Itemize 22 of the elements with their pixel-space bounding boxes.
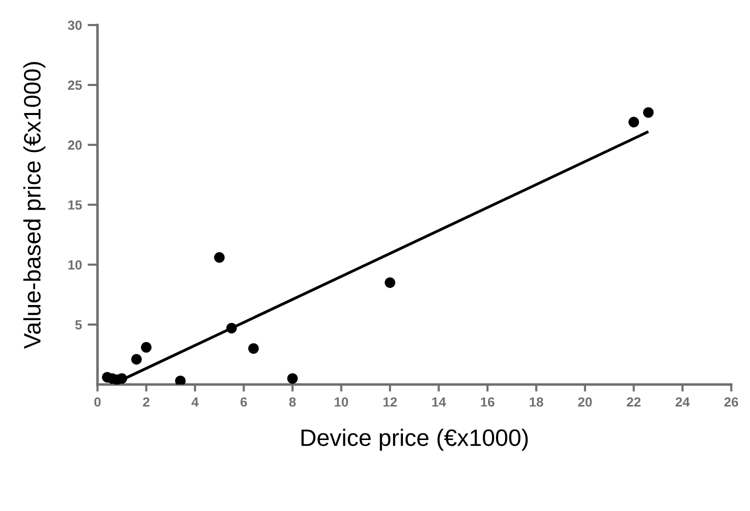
x-tick-label: 24 xyxy=(676,397,690,407)
x-axis-title: Device price (€x1000) xyxy=(301,428,528,451)
x-tick-label: 4 xyxy=(192,397,199,407)
x-tick-label: 16 xyxy=(480,397,494,407)
x-tick-label: 10 xyxy=(334,397,348,407)
y-tick-label: 30 xyxy=(68,20,82,30)
x-tick-label: 2 xyxy=(143,397,150,407)
x-tick-label: 26 xyxy=(724,397,738,407)
y-tick-label: 20 xyxy=(68,140,82,150)
x-tick-label: 14 xyxy=(432,397,446,407)
y-tick-label: 10 xyxy=(68,260,82,270)
x-tick-label: 8 xyxy=(289,397,296,407)
x-tick-label: 18 xyxy=(530,397,544,407)
y-tick-label: 25 xyxy=(68,80,82,90)
y-axis-title: Value-based price (€x1000) xyxy=(23,62,46,349)
x-tick-label: 20 xyxy=(578,397,592,407)
y-tick-label: 15 xyxy=(68,200,82,210)
x-tick-label: 0 xyxy=(94,397,101,407)
x-tick-label: 6 xyxy=(240,397,247,407)
x-tick-label: 12 xyxy=(383,397,397,407)
y-tick-label: 5 xyxy=(75,320,82,330)
x-tick-label: 22 xyxy=(626,397,641,407)
